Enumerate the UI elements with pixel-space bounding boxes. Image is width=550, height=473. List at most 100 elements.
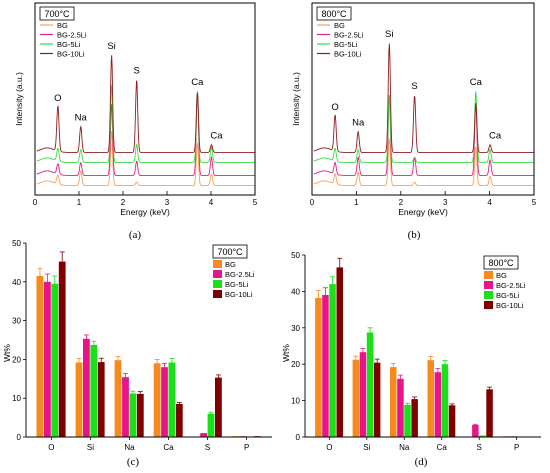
error-bar-bg-10li-o [59,251,65,272]
spectrum-line-bg-10li [313,43,534,153]
bar-bg-10li-ca [175,404,183,437]
peak-label-o: O [331,102,338,113]
spectrum-line-bg-10li [36,55,255,153]
bar-bg-10li-si [97,362,105,437]
bar-bg-5li-na [129,393,137,437]
bar-bg-na [114,360,122,437]
x-axis-label: Energy (keV) [398,207,448,217]
x-tick-label: 2 [399,198,404,207]
legend-swatch-bg [484,271,493,279]
peak-label-na: Na [352,118,365,129]
error-bar-bg-2-5li-na [397,374,403,383]
category-label-si: Si [87,443,94,452]
legend-entry-bg: BG [225,260,236,269]
y-tick-label: 50 [291,251,300,260]
error-bar-bg-5li-ca [442,360,448,368]
legend-swatch-bg-2-5li [213,270,222,278]
x-tick-label: 3 [165,198,170,207]
error-bar-bg-2-5li-si [360,348,366,356]
legend-swatch-bg-10li [213,290,222,298]
error-bar-bg-5li-o [52,275,58,292]
error-bar-bg-2-5li-na [122,372,128,382]
temperature-label: 800°C [488,258,514,268]
bar-bg-5li-s [207,413,215,437]
error-bar-bg-ca [428,356,434,364]
y-tick-label: 0 [17,433,22,442]
plot-frame [311,2,535,196]
x-tick-label: 0 [310,198,315,207]
category-label-na: Na [399,443,410,452]
category-label-s: S [477,443,482,452]
category-label-si: Si [363,443,370,452]
error-bar-bg-2-5li-ca [435,368,441,376]
bar-bg-ca [427,360,434,437]
peak-label-s: S [133,66,139,77]
spectrum-line-bg-5li [313,91,534,163]
category-label-o: O [326,443,332,452]
category-label-o: O [48,443,54,452]
error-bar-bg-2-5li-s [472,423,478,426]
legend-entry-bg-5li: BG-5Li [57,40,81,49]
temperature-label: 700°C [44,9,70,19]
legend-entry-bg-10li: BG-10Li [225,290,253,299]
bar-bg-o [315,298,322,437]
spectrum-line-bg-5li [36,84,255,163]
legend-entry-bg-5li: BG-5Li [225,280,249,289]
temperature-box: 700°C [212,244,248,259]
bar-bg-10li-s [486,389,493,437]
error-bar-bg-5li-ca [169,358,175,367]
error-bar-bg-5li-si [367,327,373,338]
y-axis-label: Intensity (a.u.) [14,72,24,126]
bar-bg-2-5li-na [397,378,404,437]
bar-bg-5li-na [404,405,411,437]
bar-bg-na [390,367,397,437]
axes: 0 10 20 30 40 50 O Si Na Ca S P [291,251,541,452]
spectrum-line-bg-2-5li [313,95,534,176]
panel-letter: (b) [408,229,421,241]
category-label-ca: Ca [163,443,174,452]
plot-frame [34,2,256,196]
bar-bg-ca [153,363,161,437]
error-bar-bg-5li-o [330,276,336,292]
x-axis-ticks: 0 1 2 3 4 5 [310,191,537,207]
error-bar-bg-si [353,355,359,364]
bar-bg-10li-o [58,261,66,437]
bar-bg-5li-si [366,332,374,437]
error-bar-bg-ca [154,358,160,368]
x-axis-label: Energy (keV) [120,207,170,217]
bar-bg-5li-ca [168,362,176,437]
y-tick-label: 20 [291,360,300,369]
spectrum-traces [36,55,255,186]
legend-entry-bg-2-5li: BG-2.5Li [496,281,526,290]
peak-label-ca: Ca [191,77,204,88]
error-bar-bg-10li-ca [449,403,455,407]
category-label-p: P [244,443,249,452]
y-tick-label: 40 [291,287,300,296]
x-tick-label: 1 [77,198,82,207]
y-axis-label: Wt% [281,344,291,362]
bar-bg-10li-o [336,267,343,437]
bar-bg-5li-si [90,345,98,437]
error-bar-bg-10li-o [337,257,343,277]
error-bar-bg-2-5li-si [83,334,89,343]
legend-entry-bg-10li: BG-10Li [496,301,524,310]
x-tick-label: 4 [209,198,214,207]
bar-bg-2-5li-si [359,352,367,437]
peak-label-si: Si [385,29,393,40]
peak-labels: O Na Si S Ca Ca [331,29,501,141]
bar-bg-2-5li-si [83,338,90,437]
legend-entry-bg-2-5li: BG-2.5Li [334,31,364,40]
bar-bg-2-5li-ca [161,367,168,437]
spectrum-traces [313,43,534,186]
legend-entry-bg-2-5li: BG-2.5Li [225,270,255,279]
panel-a: 0 1 2 3 4 5 O Na Si S Ca Ca 700°C BGBG-2.5LiBG-5Li… [14,2,258,241]
bar-bg-5li-s [479,435,486,437]
category-label-na: Na [124,443,135,452]
bar-bg-2-5li-o [44,281,51,437]
error-bar-bg-na [390,363,396,371]
